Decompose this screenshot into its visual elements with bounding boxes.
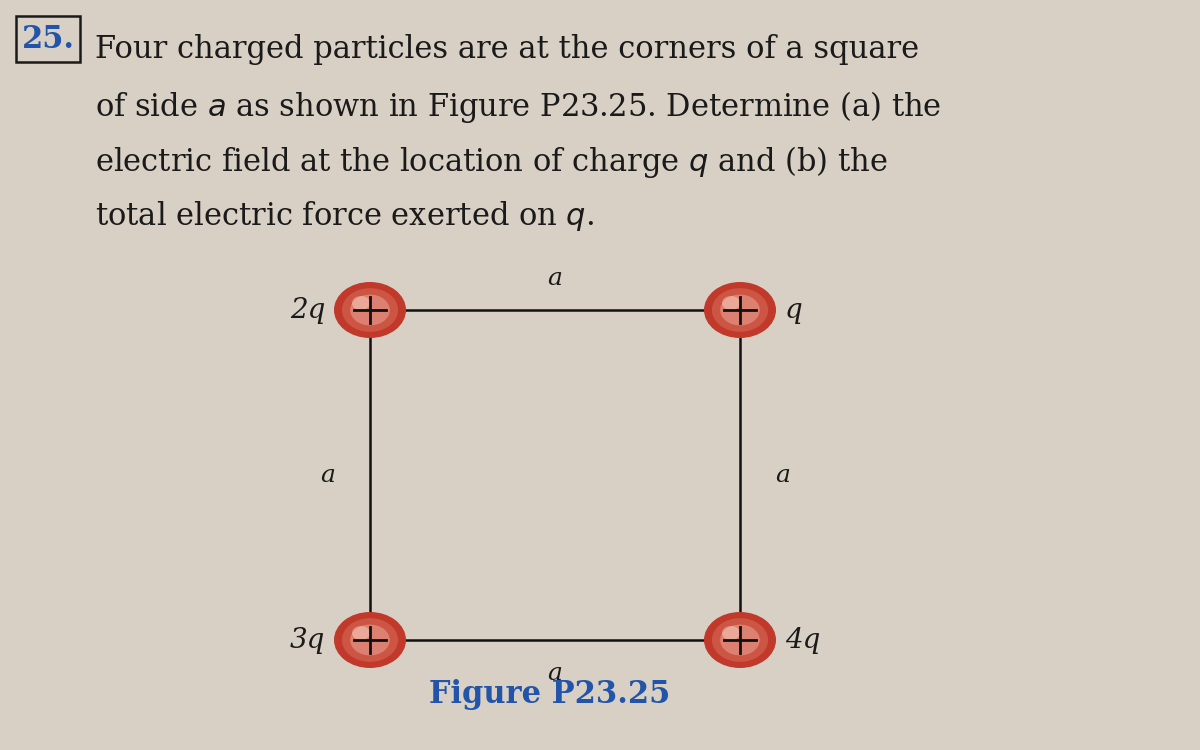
Ellipse shape [712, 288, 768, 332]
Ellipse shape [720, 295, 760, 326]
Ellipse shape [342, 288, 398, 332]
Text: electric field at the location of charge $q$ and (b) the: electric field at the location of charge… [95, 144, 888, 180]
Text: Figure P23.25: Figure P23.25 [430, 679, 671, 710]
Text: a: a [775, 464, 790, 487]
Ellipse shape [334, 282, 406, 338]
Text: Four charged particles are at the corners of a square: Four charged particles are at the corner… [95, 34, 919, 65]
Text: 4q: 4q [785, 626, 821, 653]
FancyBboxPatch shape [16, 16, 80, 62]
Text: of side $a$ as shown in Figure P23.25. Determine (a) the: of side $a$ as shown in Figure P23.25. D… [95, 89, 941, 125]
Ellipse shape [350, 625, 390, 656]
Ellipse shape [350, 295, 390, 326]
Text: total electric force exerted on $q$.: total electric force exerted on $q$. [95, 199, 594, 233]
Ellipse shape [352, 626, 370, 640]
Ellipse shape [342, 618, 398, 662]
Text: q: q [785, 296, 803, 323]
Ellipse shape [352, 296, 370, 310]
Text: 25.: 25. [22, 23, 74, 55]
Ellipse shape [720, 625, 760, 656]
Text: a: a [547, 267, 563, 290]
Ellipse shape [334, 612, 406, 668]
Text: 3q: 3q [289, 626, 325, 653]
Text: a: a [547, 662, 563, 685]
Ellipse shape [722, 626, 740, 640]
Ellipse shape [704, 282, 776, 338]
Ellipse shape [722, 296, 740, 310]
Text: a: a [320, 464, 335, 487]
Ellipse shape [712, 618, 768, 662]
Text: 2q: 2q [289, 296, 325, 323]
Ellipse shape [704, 612, 776, 668]
